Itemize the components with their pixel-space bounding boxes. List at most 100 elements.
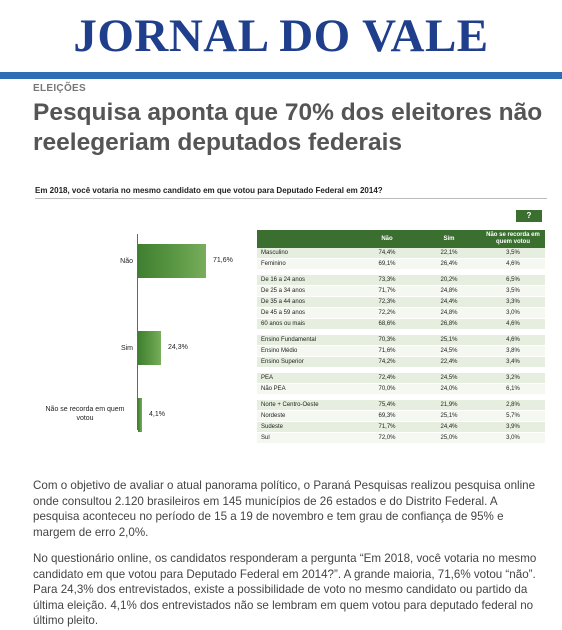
table-cell: 24,0% (440, 386, 458, 392)
table-row: Ensino Médio 71,6% 24,5% 3,8% (257, 346, 545, 357)
table-row: De 45 a 59 anos 72,2% 24,8% 3,0% (257, 308, 545, 319)
table-cell: 60 anos ou mais (261, 321, 306, 327)
table-group-gap (257, 330, 545, 335)
chart-bar (138, 398, 142, 432)
table-cell: 69,3% (378, 413, 396, 419)
table-header: Não Sim Não se recorda em quem votou (257, 230, 545, 248)
table-cell: 74,4% (378, 250, 396, 256)
breakdown-table: Não Sim Não se recorda em quem votou Mascu… (257, 230, 545, 444)
table-cell: De 16 a 24 anos (261, 277, 306, 283)
bar-value-label: 4,1% (149, 411, 165, 418)
table-cell: Masculino (261, 250, 289, 256)
table-cell: 69,1% (378, 261, 396, 267)
table-cell: 4,6% (506, 261, 520, 267)
table-cell: De 45 a 59 anos (261, 310, 306, 316)
table-cell: 72,2% (378, 310, 396, 316)
table-row: PEA 72,4% 24,5% 3,2% (257, 373, 545, 384)
table-cell: 24,4% (440, 299, 458, 305)
masthead: JORNAL DO VALE (0, 0, 562, 72)
section-label[interactable]: ELEIÇÕES (33, 83, 86, 94)
chart-bar (138, 331, 161, 365)
table-cell: Sudeste (261, 424, 284, 430)
table-cell: 2,8% (506, 402, 520, 408)
table-cell: 3,4% (506, 359, 520, 365)
table-cell: 25,0% (440, 435, 458, 441)
table-cell: 26,4% (440, 261, 458, 267)
table-cell: 3,9% (506, 424, 520, 430)
article-paragraph: Com o objetivo de avaliar o atual panora… (33, 479, 536, 539)
table-cell: 24,5% (440, 348, 458, 354)
help-button[interactable]: ? (516, 210, 542, 222)
table-cell: Sul (261, 435, 270, 441)
table-cell: 71,7% (378, 288, 396, 294)
table-cell: Ensino Médio (261, 348, 298, 354)
table-cell: Norte + Centro-Oeste (261, 402, 319, 408)
table-cell: 3,0% (506, 435, 520, 441)
table-cell: 24,8% (440, 310, 458, 316)
chart-bar (138, 244, 206, 278)
table-body: Masculino 74,4% 22,1% 3,5% Feminino 69,1% 26,4… (257, 248, 545, 444)
table-cell: 25,1% (440, 337, 458, 343)
table-cell: 74,2% (378, 359, 396, 365)
figure-divider (35, 198, 547, 199)
table-cell: PEA (261, 375, 274, 381)
table-header-cell: Não (381, 235, 393, 242)
table-header-cell: Não se recorda em quem votou (486, 232, 540, 245)
table-cell: 3,5% (506, 250, 520, 256)
table-cell: 68,6% (378, 321, 396, 327)
table-row: Ensino Superior 74,2% 22,4% 3,4% (257, 357, 545, 368)
table-cell: Ensino Fundamental (261, 337, 317, 343)
table-cell: 72,0% (378, 435, 396, 441)
table-cell: 3,3% (506, 299, 520, 305)
table-row: De 25 a 34 anos 71,7% 24,8% 3,5% (257, 286, 545, 297)
bar-chart: Não 71,6% Sim 24,3% Não se recorda em quem v… (33, 228, 248, 470)
table-cell: 71,7% (378, 424, 396, 430)
table-cell: 6,1% (506, 386, 520, 392)
table-row: Feminino 69,1% 26,4% 4,6% (257, 259, 545, 270)
table-cell: 22,4% (440, 359, 458, 365)
table-cell: 3,8% (506, 348, 520, 354)
table-cell: De 25 a 34 anos (261, 288, 306, 294)
table-group-gap (257, 368, 545, 373)
bar-category-label: Não (120, 258, 133, 265)
table-cell: 70,3% (378, 337, 396, 343)
table-cell: Nordeste (261, 413, 286, 419)
site-logo[interactable]: JORNAL DO VALE (73, 10, 489, 62)
table-cell: 3,5% (506, 288, 520, 294)
table-cell: Não PEA (261, 386, 286, 392)
bar-value-label: 24,3% (168, 344, 188, 351)
survey-figure: Em 2018, você votaria no mesmo candidato… (33, 178, 551, 470)
bar-category-label: Sim (120, 345, 133, 352)
bar-category-label: Não se recorda em quem votou (45, 406, 125, 422)
table-cell: Feminino (261, 261, 286, 267)
table-group-gap (257, 395, 545, 400)
bar-value-label: 71,6% (213, 257, 233, 264)
article-headline: Pesquisa aponta que 70% dos eleitores nã… (33, 99, 543, 156)
table-cell: 73,3% (378, 277, 396, 283)
table-cell: 71,6% (378, 348, 396, 354)
table-row: Ensino Fundamental 70,3% 25,1% 4,6% (257, 335, 545, 346)
header-bar (0, 72, 562, 79)
table-cell: 4,6% (506, 321, 520, 327)
table-row: Não PEA 70,0% 24,0% 6,1% (257, 384, 545, 395)
table-header-cell: Sim (443, 235, 455, 242)
table-header-cell (261, 230, 357, 248)
table-cell: 24,8% (440, 288, 458, 294)
table-cell: 6,5% (506, 277, 520, 283)
table-cell: 20,2% (440, 277, 458, 283)
table-cell: 72,3% (378, 299, 396, 305)
table-cell: Ensino Superior (261, 359, 304, 365)
table-cell: 72,4% (378, 375, 396, 381)
table-cell: 24,5% (440, 375, 458, 381)
table-cell: De 35 a 44 anos (261, 299, 306, 305)
figure-question: Em 2018, você votaria no mesmo candidato… (35, 186, 383, 195)
chart-axis (137, 234, 138, 430)
table-row: Masculino 74,4% 22,1% 3,5% (257, 248, 545, 259)
table-cell: 3,0% (506, 310, 520, 316)
table-row: Sul 72,0% 25,0% 3,0% (257, 433, 545, 444)
table-row: Nordeste 69,3% 25,1% 5,7% (257, 411, 545, 422)
table-row: Sudeste 71,7% 24,4% 3,9% (257, 422, 545, 433)
table-cell: 21,9% (440, 402, 458, 408)
table-cell: 24,4% (440, 424, 458, 430)
table-cell: 75,4% (378, 402, 396, 408)
